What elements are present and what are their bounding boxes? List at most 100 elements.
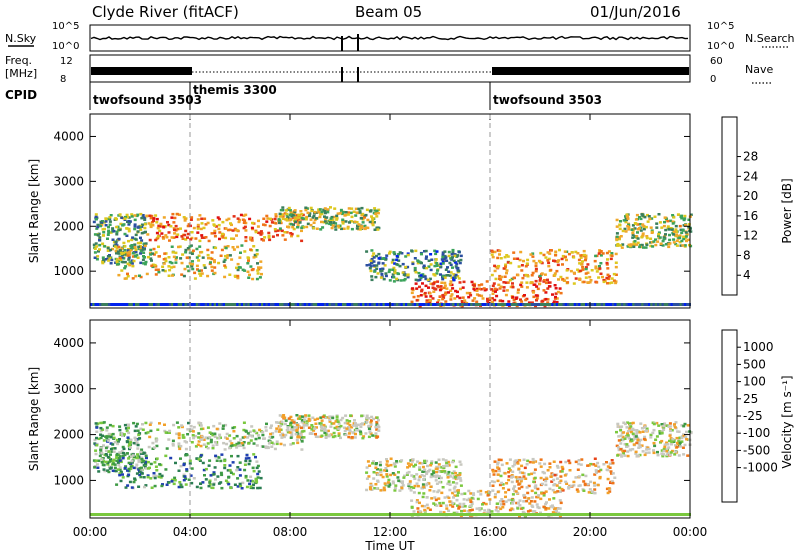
echo-cell	[156, 226, 160, 230]
echo-cell	[281, 303, 284, 306]
echo-cell	[616, 454, 620, 457]
echo-cell	[670, 429, 674, 432]
echo-cell	[118, 228, 122, 232]
echo-cell	[115, 456, 119, 459]
echo-cell	[549, 475, 553, 478]
echo-cell	[141, 428, 145, 431]
echo-cell	[99, 303, 102, 306]
echo-cell	[526, 513, 529, 516]
echo-cell	[420, 474, 424, 477]
echo-cell	[259, 233, 263, 236]
echo-cell	[170, 236, 174, 239]
echo-cell	[343, 214, 347, 217]
echo-cell	[276, 303, 280, 306]
echo-cell	[423, 505, 427, 508]
echo-cell	[239, 484, 243, 488]
echo-cell	[127, 467, 131, 471]
echo-cell	[645, 303, 649, 306]
echo-cell	[114, 513, 118, 516]
echo-cell	[144, 421, 148, 425]
echo-cell	[416, 460, 420, 463]
echo-cell	[378, 460, 382, 464]
echo-cell	[596, 513, 599, 516]
echo-cell	[123, 248, 127, 252]
echo-cell	[208, 436, 212, 439]
echo-cell	[376, 211, 380, 215]
echo-cell	[530, 496, 534, 499]
echo-cell	[631, 438, 635, 441]
echo-cell	[606, 477, 610, 481]
echo-cell	[682, 218, 686, 222]
colorbar-tick-label: -1000	[743, 461, 778, 475]
echo-cell	[426, 464, 429, 468]
echo-cell	[605, 261, 609, 265]
echo-cell	[476, 497, 480, 501]
echo-cell	[315, 303, 318, 306]
echo-cell	[434, 258, 438, 261]
echo-cell	[127, 437, 131, 441]
echo-cell	[685, 438, 689, 441]
echo-cell	[395, 263, 399, 266]
echo-cell	[243, 468, 247, 472]
echo-cell	[516, 462, 520, 465]
echo-cell	[572, 282, 576, 285]
echo-cell	[493, 264, 497, 268]
echo-cell	[606, 491, 610, 495]
echo-cell	[470, 496, 474, 500]
echo-cell	[507, 300, 511, 303]
echo-cell	[539, 476, 543, 480]
echo-cell	[552, 478, 556, 482]
echo-cell	[456, 254, 459, 257]
echo-cell	[94, 213, 98, 216]
echo-cell	[528, 460, 532, 464]
echo-cell	[361, 212, 365, 216]
echo-cell	[474, 513, 478, 516]
echo-cell	[114, 245, 118, 248]
echo-cell	[345, 427, 349, 430]
echo-cell	[275, 442, 279, 446]
echo-cell	[295, 423, 299, 427]
echo-cell	[422, 474, 426, 478]
echo-cell	[115, 225, 119, 229]
echo-cell	[449, 271, 453, 274]
echo-cell	[274, 222, 278, 225]
echo-cell	[462, 502, 466, 506]
echo-cell	[242, 441, 246, 444]
echo-cell	[468, 291, 472, 295]
echo-cell	[663, 303, 667, 306]
echo-cell	[605, 487, 609, 491]
echo-cell	[447, 474, 450, 478]
echo-cell	[383, 469, 387, 472]
echo-cell	[686, 424, 690, 427]
echo-cell	[285, 212, 289, 216]
echo-cell	[304, 424, 308, 427]
echo-cell	[283, 231, 287, 234]
echo-cell	[368, 430, 372, 434]
echo-cell	[336, 212, 340, 215]
echo-cell	[445, 287, 449, 290]
echo-cell	[326, 513, 329, 516]
echo-cell	[260, 272, 263, 276]
echo-cell	[108, 423, 112, 427]
echo-cell	[553, 483, 557, 486]
echo-cell	[131, 277, 135, 280]
echo-cell	[213, 224, 217, 227]
echo-cell	[290, 433, 294, 437]
echo-cell	[544, 479, 548, 483]
echo-cell	[365, 208, 369, 212]
echo-cell	[228, 434, 232, 437]
echo-cell	[274, 430, 278, 433]
echo-cell	[626, 454, 630, 458]
echo-cell	[425, 459, 429, 463]
echo-cell	[452, 303, 455, 306]
echo-cell	[429, 513, 433, 516]
echo-cell	[236, 303, 239, 306]
echo-cell	[150, 220, 154, 224]
echo-cell	[582, 303, 586, 306]
echo-cell	[638, 245, 642, 249]
echo-cell	[224, 227, 228, 230]
echo-cell	[104, 220, 108, 223]
echo-cell	[329, 217, 333, 220]
echo-cell	[472, 303, 475, 306]
echo-cell	[182, 478, 186, 482]
